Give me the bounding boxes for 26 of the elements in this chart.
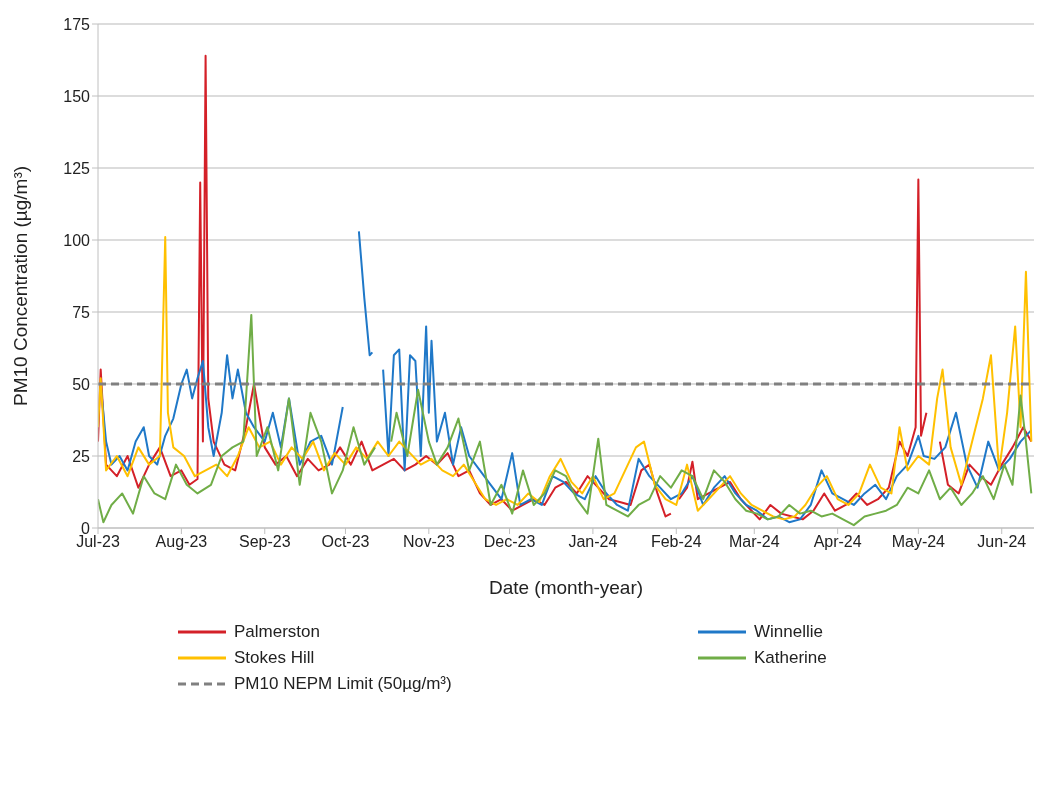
y-tick-label: 125	[63, 159, 91, 177]
y-tick-label: 175	[63, 15, 91, 33]
x-tick-label: Nov-23	[403, 533, 455, 551]
x-tick-label: Jul-23	[76, 533, 120, 551]
x-tick-label: Aug-23	[155, 533, 208, 551]
legend-label: PM10 NEPM Limit (50µg/m³)	[234, 674, 452, 694]
legend-label: Katherine	[754, 648, 827, 668]
x-tick-label: May-24	[891, 533, 946, 551]
y-tick-label: 150	[63, 87, 91, 105]
x-tick-label: Feb-24	[650, 533, 702, 551]
legend-label: Palmerston	[234, 622, 320, 642]
y-axis-title: PM10 Concentration (µg/m³)	[9, 165, 31, 406]
legend-label: Stokes Hill	[234, 648, 315, 668]
x-tick-label: Oct-23	[321, 533, 370, 551]
x-tick-label: Jun-24	[977, 533, 1027, 551]
x-tick-label: Mar-24	[728, 533, 780, 551]
x-tick-label: Jan-24	[568, 533, 618, 551]
x-axis-title: Date (month-year)	[488, 577, 644, 598]
y-tick-label: 100	[63, 231, 91, 249]
y-tick-label: 50	[72, 375, 91, 393]
y-tick-label: 25	[72, 447, 91, 465]
x-tick-label: Apr-24	[813, 533, 862, 551]
x-tick-label: Dec-23	[483, 533, 536, 551]
y-tick-label: 75	[72, 303, 91, 321]
legend-label: Winnellie	[754, 622, 823, 642]
x-tick-label: Sep-23	[238, 533, 291, 551]
